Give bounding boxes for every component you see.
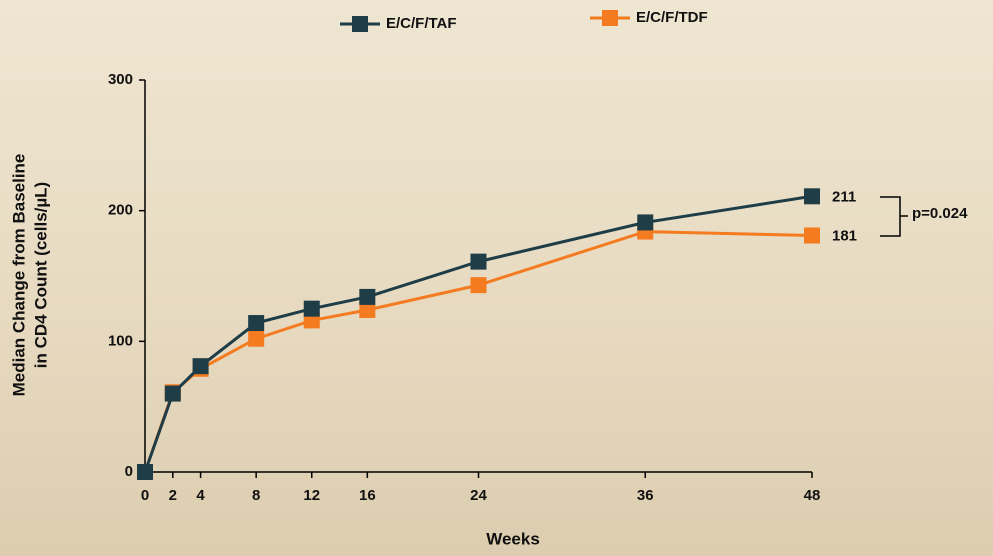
x-tick-label: 36 [637,487,654,504]
legend-marker [352,16,368,32]
bracket [880,196,908,237]
marker [248,330,265,347]
legend-label: E/C/F/TDF [636,9,708,26]
y-tick-label: 0 [125,463,133,480]
x-tick-label: 4 [196,487,205,504]
marker [470,253,487,270]
legend-label: E/C/F/TAF [386,15,457,32]
legend-marker [602,10,618,26]
x-tick-label: 12 [303,487,320,504]
marker [303,300,320,317]
data-label: 181 [832,227,857,244]
marker [804,227,820,244]
series-line [143,194,813,473]
marker [359,288,376,305]
y-axis-label-line: in CD4 Count (cells/µL) [31,182,50,368]
y-axis-label-line: Median Change from Baseline [9,154,28,397]
x-tick-label: 0 [141,487,149,504]
x-tick-label: 2 [169,487,177,504]
annotation: p=0.024 [912,205,968,222]
marker [164,385,181,402]
x-tick-label: 24 [470,487,487,504]
marker [470,277,487,294]
marker [192,358,209,375]
marker [637,214,654,231]
y-tick-label: 300 [108,71,133,88]
y-tick-label: 200 [108,202,133,219]
data-label: 211 [832,188,856,205]
y-axis-label: Median Change from Baseline in CD4 Count… [9,154,50,397]
x-tick-label: 16 [359,487,376,504]
marker [137,464,153,480]
y-tick-label: 100 [108,332,133,349]
marker [804,188,820,205]
x-tick-label: 48 [804,487,821,504]
marker [248,315,265,332]
marker [359,301,376,318]
x-axis-label: Weeks [486,529,540,548]
x-tick-label: 8 [252,487,260,504]
